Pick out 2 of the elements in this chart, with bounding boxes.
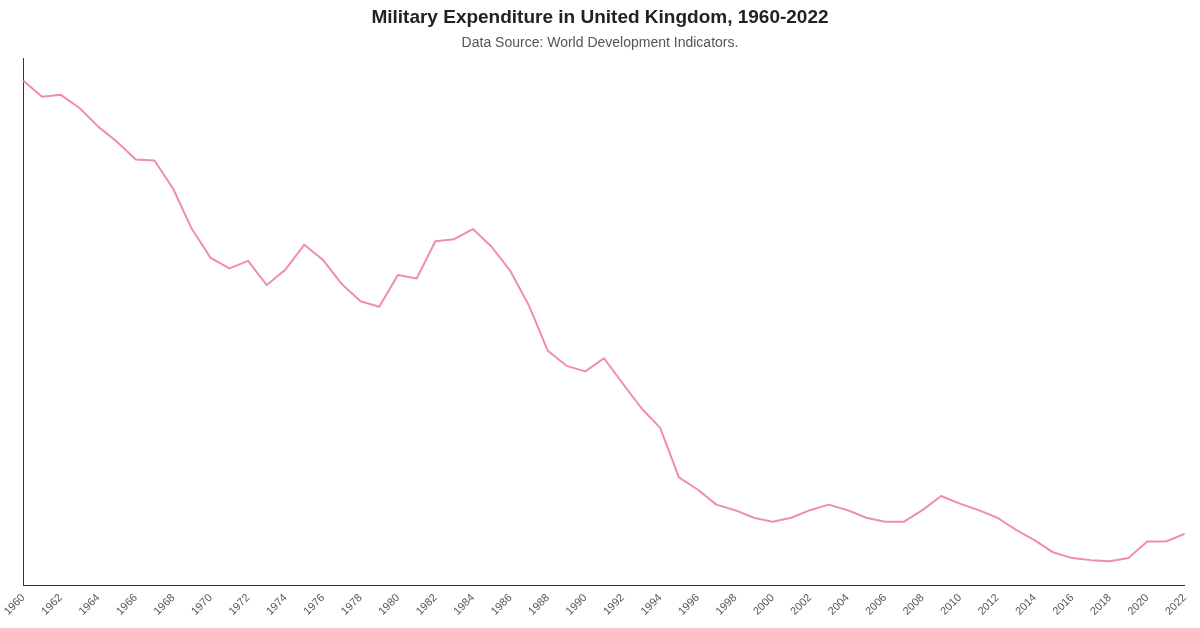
chart-title: Military Expenditure in United Kingdom, 1960-2022 bbox=[370, 6, 830, 28]
chart-subtitle: Data Source: World Development Indicators. bbox=[460, 34, 740, 50]
